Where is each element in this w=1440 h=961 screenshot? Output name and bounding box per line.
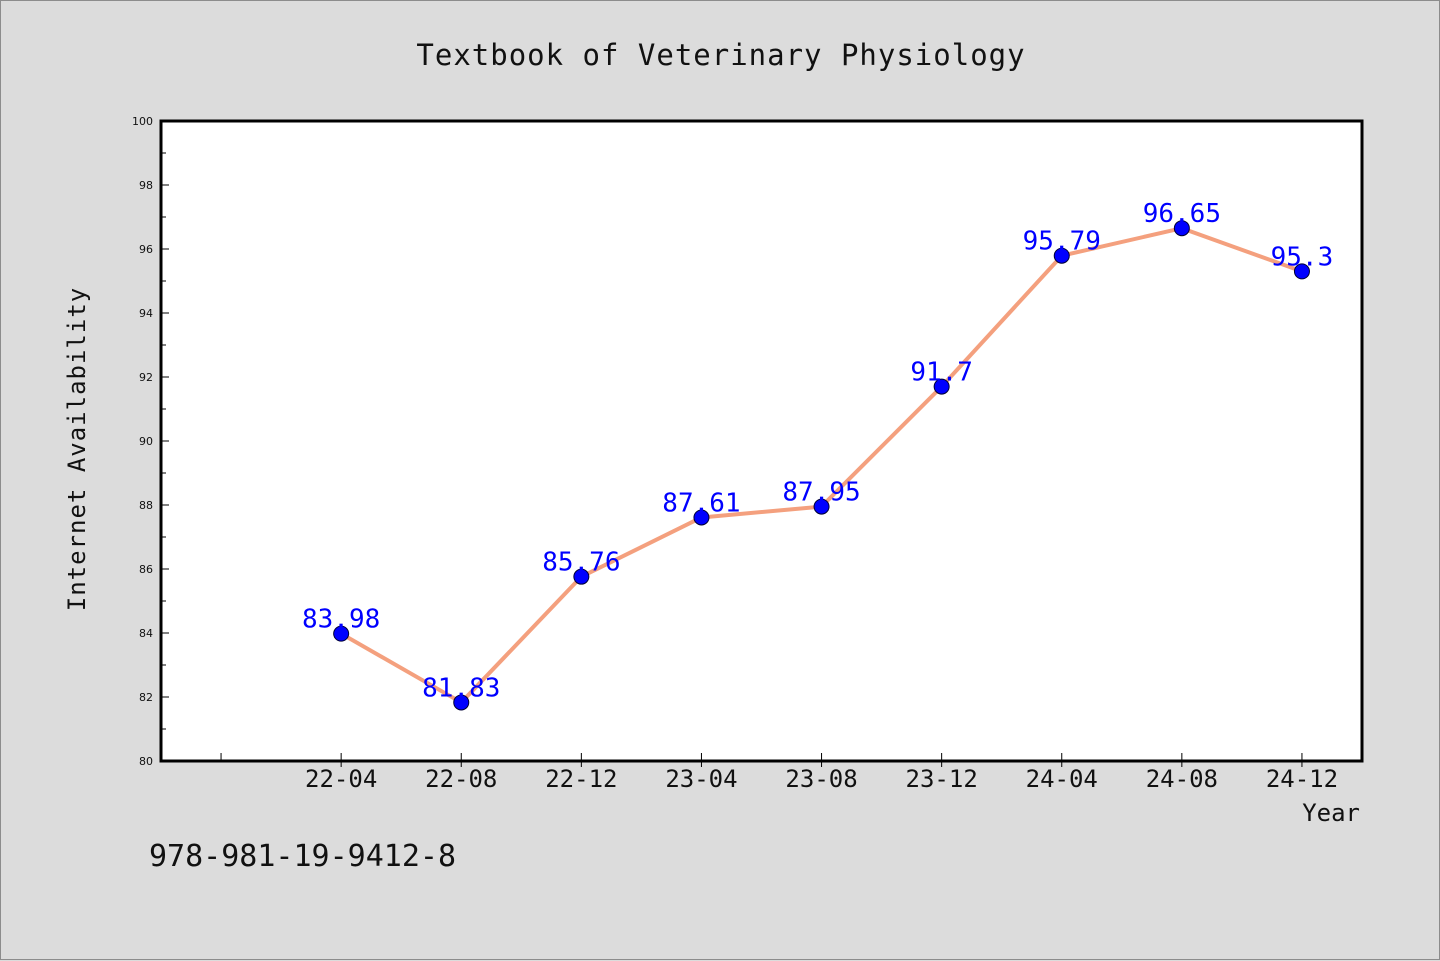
y-tick-label: 98 — [139, 179, 153, 192]
data-label: 87.61 — [662, 488, 740, 518]
x-tick-label: 23-08 — [785, 765, 857, 793]
data-point — [1293, 263, 1310, 280]
data-label: 91.7 — [910, 358, 973, 388]
plot-area — [159, 119, 1364, 763]
y-axis-ticks: 80 82 84 86 88 90 92 94 96 98 100 — [132, 115, 169, 768]
data-label: 95.3 — [1271, 242, 1334, 272]
data-point — [933, 378, 950, 395]
data-point — [1053, 247, 1070, 264]
y-tick-label: 88 — [139, 499, 153, 512]
data-point — [693, 509, 710, 526]
data-label: 83.98 — [302, 605, 380, 635]
x-tick-label: 24-04 — [1026, 765, 1098, 793]
x-tick-label: 22-04 — [305, 765, 377, 793]
data-label: 87.95 — [782, 478, 860, 508]
x-tick-label: 23-12 — [906, 765, 978, 793]
y-tick-label: 94 — [139, 307, 153, 320]
x-tick-label: 22-12 — [545, 765, 617, 793]
data-labels: 83.98 81.83 85.76 87.61 87.95 91.7 95.79 96.65 9… — [302, 199, 1333, 703]
data-label: 85.76 — [542, 548, 620, 578]
data-label: 95.79 — [1023, 227, 1101, 257]
y-tick-label: 80 — [139, 755, 153, 768]
data-point — [333, 625, 350, 642]
data-series — [333, 220, 1310, 711]
y-tick-label: 82 — [139, 691, 153, 704]
y-tick-label: 90 — [139, 435, 153, 448]
data-point — [1173, 220, 1190, 237]
chart-title: Textbook of Veterinary Physiology — [416, 38, 1025, 72]
x-tick-label: 24-12 — [1266, 765, 1338, 793]
x-tick-label: 23-04 — [665, 765, 737, 793]
data-point — [813, 498, 830, 515]
y-tick-label: 100 — [132, 115, 153, 128]
data-label: 81.83 — [422, 673, 500, 703]
data-point — [573, 568, 590, 585]
data-point — [453, 694, 470, 711]
y-tick-label: 96 — [139, 243, 153, 256]
y-tick-label: 92 — [139, 371, 153, 384]
y-axis-label: Internet Availability — [63, 287, 91, 611]
x-tick-label: 22-08 — [425, 765, 497, 793]
data-label: 96.65 — [1143, 199, 1221, 229]
x-axis-label: Year — [1302, 799, 1360, 827]
y-tick-label: 86 — [139, 563, 153, 576]
y-tick-label: 84 — [139, 627, 153, 640]
footer-code: 978-981-19-9412-8 — [149, 839, 456, 874]
x-tick-label: 24-08 — [1146, 765, 1218, 793]
x-axis-ticks: 22-04 22-08 22-12 23-04 23-08 23-12 24-04 24-08… — [220, 753, 1338, 793]
